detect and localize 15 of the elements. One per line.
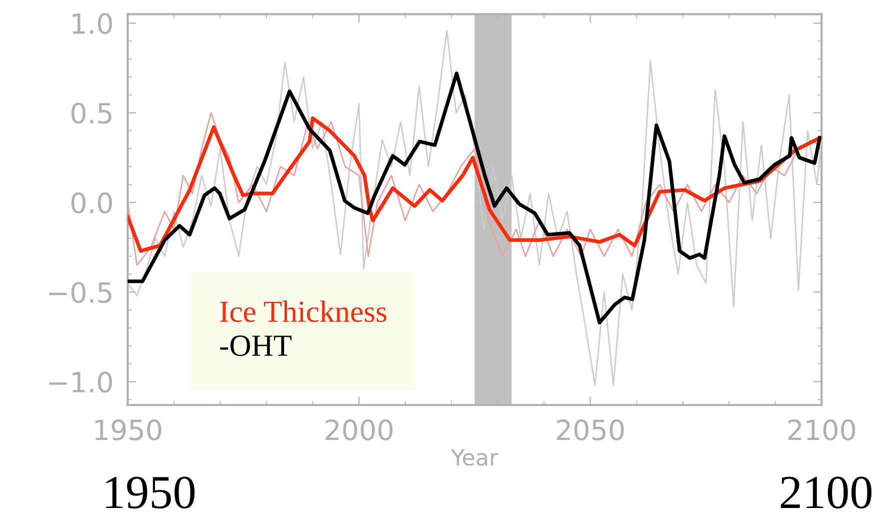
y-tick-label: 0.5: [71, 102, 112, 124]
y-tick-label: 1.0: [72, 13, 112, 34]
x-tick-label: 2050: [556, 419, 624, 440]
text: 1950: [106, 476, 195, 509]
x-tick-label: 2100: [788, 419, 856, 440]
x-tick-label: 1950: [95, 419, 162, 440]
x-tick-label: 2000: [326, 419, 392, 440]
text: Ice Thickness: [220, 300, 386, 322]
y-tick-label: −1.0: [49, 372, 112, 393]
y-tick-label: 0.0: [71, 192, 112, 214]
x-axis-title: Year: [451, 449, 498, 466]
text: 2100: [780, 476, 872, 509]
y-tick-label: −0.5: [49, 282, 112, 304]
line-series: [128, 72, 822, 324]
text: -OHT: [220, 336, 292, 356]
